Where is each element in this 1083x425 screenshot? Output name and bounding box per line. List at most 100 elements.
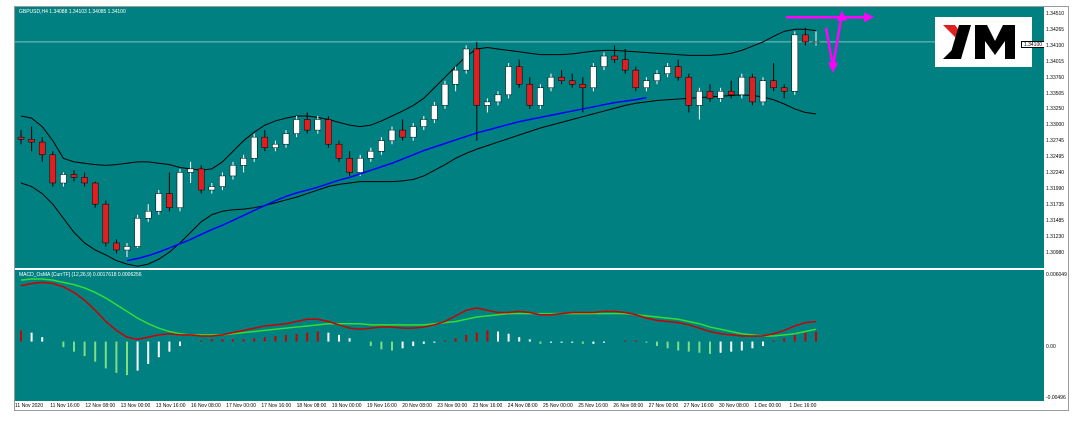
price-tick-label: 1.33000: [1046, 122, 1065, 129]
candle-body: [420, 119, 428, 127]
candle-body: [696, 91, 703, 106]
price-tick-label: 1.34510: [1046, 11, 1065, 17]
candle-body: [791, 34, 799, 92]
candle-body: [60, 174, 67, 184]
current-price-tag: 1.34100: [1021, 41, 1045, 48]
price-tick-label: 1.33505: [1046, 90, 1065, 97]
candle-body: [738, 76, 746, 96]
candle-body: [484, 101, 491, 106]
candle-body: [38, 141, 46, 156]
time-tick-label: 26 Nov 08:00: [613, 403, 644, 409]
candle-body: [272, 143, 279, 148]
macd-main-line: [20, 281, 817, 341]
candle-body: [346, 158, 353, 173]
candle-body: [749, 76, 756, 103]
candle-body: [325, 119, 332, 145]
time-tick-label: 16 Nov 08:00: [191, 403, 221, 409]
candle-body: [643, 80, 650, 89]
candle-body: [717, 91, 724, 99]
macd-axis[interactable]: 0.006049 0.00 -0.00496: [1044, 270, 1068, 401]
time-tick-label: 25 Nov 16:00: [578, 403, 608, 409]
candle-body: [367, 151, 375, 159]
time-tick-label: 23 Nov 00:00: [437, 403, 468, 409]
candle-body: [134, 218, 141, 247]
candle-body: [123, 246, 131, 251]
macd-tick-label: 0.00: [1046, 344, 1056, 350]
candle-body: [526, 83, 534, 106]
candle-body: [802, 34, 809, 43]
candle-body: [356, 158, 364, 173]
time-tick-label: 25 Nov 00:00: [543, 403, 573, 409]
time-tick-label: 19 Nov 16:00: [367, 403, 397, 409]
bollinger-upper-line: [20, 28, 817, 171]
candle-body: [812, 41, 820, 44]
time-tick-label: 12 Nov 08:00: [85, 403, 116, 409]
candle-body: [49, 154, 57, 184]
price-tick-label: 1.31990: [1046, 185, 1065, 192]
candle-body: [462, 48, 470, 71]
forecast-arrowhead-up: [837, 10, 847, 21]
candle-body: [621, 59, 629, 71]
time-tick-label: 11 Nov 2020: [15, 403, 43, 409]
xm-logo: [935, 17, 1032, 67]
chart-window[interactable]: GBPUSD,H4 1.34088 1.34103 1.34085 1.3410…: [14, 6, 1069, 411]
candle-body: [558, 76, 565, 81]
candle-body: [261, 136, 269, 148]
candle-body: [28, 139, 35, 143]
chart-header: GBPUSD,H4 1.34088 1.34103 1.34085 1.3410…: [19, 9, 126, 15]
macd-header: MACD_OsMA [CurrTF] (12,26,9) 0.0017618 0…: [19, 272, 142, 278]
candle-body: [452, 69, 459, 85]
time-tick-label: 17 Nov 16:00: [261, 403, 292, 409]
time-tick-label: 1 Dec 00:00: [754, 403, 782, 409]
candle-body: [505, 66, 512, 96]
price-chart-pane[interactable]: GBPUSD,H4 1.34088 1.34103 1.34085 1.3410…: [15, 7, 1045, 268]
price-tick-label: 1.32495: [1046, 154, 1065, 161]
candle-body: [409, 126, 417, 138]
candle-body: [780, 87, 788, 92]
candle-body: [568, 80, 576, 85]
price-tick-label: 1.31485: [1046, 217, 1065, 224]
time-tick-label: 19 Nov 00:00: [331, 403, 362, 409]
candle-body: [590, 66, 597, 89]
candle-body: [314, 119, 322, 131]
candle-body: [70, 174, 78, 178]
candle-body: [537, 87, 544, 106]
candle-body: [335, 143, 343, 159]
time-tick-label: 24 Nov 08:00: [507, 403, 538, 409]
price-chart-svg: [15, 10, 1045, 267]
price-tick-label: 1.34015: [1046, 58, 1065, 65]
macd-pane[interactable]: MACD_OsMA [CurrTF] (12,26,9) 0.0017618 0…: [15, 270, 1045, 401]
candle-body: [176, 172, 184, 208]
price-tick-label: 1.33760: [1046, 74, 1065, 81]
candle-body: [727, 91, 735, 96]
candle-body: [219, 175, 226, 187]
time-tick-label: 27 Nov 16:00: [683, 403, 714, 409]
candle-body: [166, 193, 173, 208]
candle-body: [144, 210, 152, 219]
time-tick-label: 1 Dec 16:00: [789, 403, 817, 409]
time-tick-label: 27 Nov 00:00: [648, 403, 679, 409]
time-tick-label: 30 Nov 08:00: [719, 403, 749, 409]
candle-body: [399, 129, 406, 138]
price-axis[interactable]: 1.34510 1.34265 1.34100 1.34015 1.33760 1.335…: [1044, 7, 1068, 268]
candle-body: [664, 66, 671, 74]
candle-body: [102, 203, 110, 244]
candle-body: [303, 119, 311, 131]
candle-body: [473, 48, 481, 106]
candle-body: [81, 177, 88, 184]
price-tick-label: 1.34100: [1046, 42, 1065, 49]
bollinger-lower-line: [20, 94, 817, 267]
candle-body: [494, 94, 502, 103]
forecast-zigzag: [824, 18, 843, 67]
candle-body: [293, 119, 300, 134]
candle-body: [250, 136, 258, 159]
candle-body: [515, 66, 523, 85]
candle-body: [282, 133, 290, 145]
candle-body: [240, 158, 247, 166]
macd-tick-label: 0.006049: [1046, 272, 1067, 278]
candle-body: [197, 168, 205, 191]
candle-body: [632, 69, 640, 89]
price-tick-label: 1.33250: [1046, 106, 1065, 113]
candle-body: [685, 76, 693, 106]
candle-body: [91, 182, 99, 205]
